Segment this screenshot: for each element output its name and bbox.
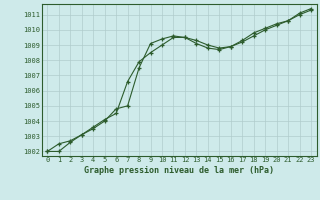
X-axis label: Graphe pression niveau de la mer (hPa): Graphe pression niveau de la mer (hPa) bbox=[84, 166, 274, 175]
